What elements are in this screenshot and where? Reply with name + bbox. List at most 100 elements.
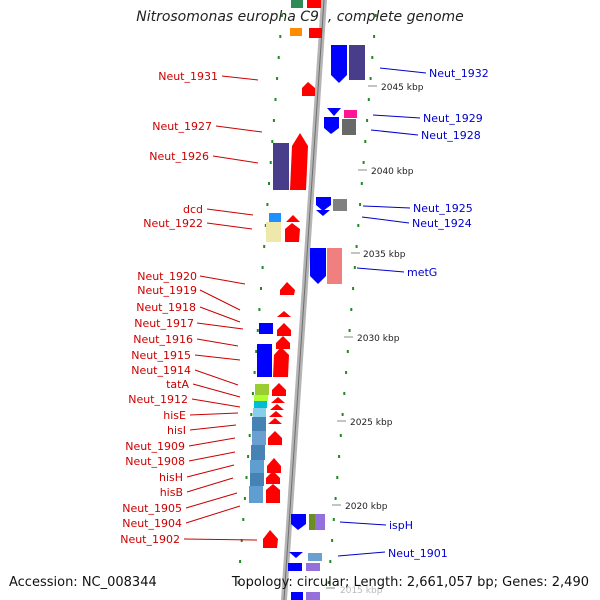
gene-neut-1915 [257, 344, 272, 377]
tick-mark [362, 161, 365, 164]
gene-neut-1902 [263, 530, 278, 548]
gene-neut-1914 [273, 347, 289, 377]
gene-isph [291, 514, 306, 530]
gene-label: Neut_1908 [125, 455, 185, 468]
tick-mark [260, 287, 262, 290]
gene-metg [310, 248, 326, 284]
gene-hisi [252, 417, 266, 431]
gene-label: hisE [163, 409, 186, 422]
gene-neut-1922 [266, 222, 281, 242]
gene-label: Neut_1932 [429, 67, 489, 80]
gene-neut-1920 [280, 282, 295, 295]
tick-mark [255, 350, 258, 353]
gene-neut-1912 [254, 395, 268, 401]
tick-mark [331, 539, 334, 542]
gene-neut-1924 [316, 210, 330, 216]
tick-mark [346, 350, 349, 353]
tick-mark [240, 539, 243, 542]
gene-label: Neut_1915 [131, 349, 191, 362]
gene-tata [255, 384, 269, 395]
left-labels: Neut_1931 Neut_1927 Neut_1926 dcd Neut_1… [120, 70, 263, 546]
gene-label: Neut_1904 [122, 517, 182, 530]
tick-mark [256, 329, 259, 332]
right-labels: Neut_1932 Neut_1929 Neut_1928 Neut_1925 … [337, 67, 489, 560]
scale-mark: 2020 kbp [345, 502, 388, 512]
gene-neut-1927 [290, 133, 308, 190]
gene-neut-1908 [250, 460, 264, 473]
gene-label: metG [407, 266, 437, 279]
tick-mark [371, 56, 374, 59]
tick-mark [247, 455, 250, 458]
gene-label: hisH [159, 471, 183, 484]
tick-mark [355, 245, 358, 248]
tick-mark [373, 35, 376, 38]
tick-mark [339, 434, 342, 437]
genome-backbone [281, 0, 327, 600]
gene-label: Neut_1901 [388, 547, 448, 560]
tick-mark [327, 581, 330, 584]
gene-label: Neut_1914 [131, 364, 191, 377]
tick-mark [253, 371, 256, 374]
reverse-strand-genes [288, 45, 365, 571]
tick-mark [348, 329, 351, 332]
tick-mark [237, 581, 240, 584]
gene-neut-1925 [316, 197, 331, 211]
tick-mark [242, 518, 245, 521]
gene-neut-1932 [331, 45, 347, 83]
tick-mark [251, 392, 254, 395]
gene-neut-1909 [251, 445, 265, 460]
gene-neut-1931 [302, 82, 315, 96]
scale-mark: 2045 kbp [381, 83, 424, 93]
tick-mark [338, 455, 341, 458]
gene-label: Neut_1922 [143, 217, 203, 230]
tick-mark [357, 224, 360, 227]
gene-label: Neut_1924 [412, 217, 472, 230]
tick-rings [237, 14, 377, 584]
tick-mark [280, 14, 283, 17]
forward-strand-genes [249, 0, 322, 600]
gene-label: Neut_1926 [149, 150, 209, 163]
tick-mark [369, 77, 372, 80]
gene-label: dcd [183, 203, 203, 216]
tick-mark [336, 476, 339, 479]
tick-mark [374, 14, 377, 17]
tick-mark [271, 140, 274, 143]
gene-label: Neut_1918 [136, 301, 196, 314]
tick-mark [276, 77, 279, 80]
gene-label: Neut_1931 [158, 70, 218, 83]
gene-neut-1928 [324, 117, 339, 134]
scale-marks: 2045 kbp 2040 kbp 2035 kbp 2030 kbp 2025… [326, 83, 424, 596]
tick-mark [366, 119, 369, 122]
tick-mark [272, 119, 275, 122]
gene-label: Neut_1905 [122, 502, 182, 515]
gene-label: Neut_1927 [152, 120, 212, 133]
scale-mark: 2035 kbp [363, 250, 406, 260]
gene-label: Neut_1925 [413, 202, 473, 215]
gene-label: Neut_1902 [120, 533, 180, 546]
tick-mark [250, 413, 253, 416]
scale-mark: 2025 kbp [350, 418, 393, 428]
gene-label: Neut_1928 [421, 129, 481, 142]
gene-label: Neut_1916 [133, 333, 193, 346]
tick-mark [332, 518, 335, 521]
tick-mark [245, 476, 248, 479]
gene-hisb [249, 486, 263, 503]
genome-summary-text: Topology: circular; Length: 2,661,057 bp… [231, 575, 589, 590]
tick-mark [258, 308, 261, 311]
tick-mark [350, 308, 353, 311]
tick-mark [329, 560, 332, 563]
tick-mark [279, 35, 282, 38]
tick-mark [263, 245, 266, 248]
tick-mark [359, 203, 362, 206]
tick-mark [352, 287, 355, 290]
tick-mark [345, 371, 348, 374]
gene-neut-1929 [327, 108, 341, 116]
map-title: Nitrosomonas europha C91, complete genom… [136, 9, 464, 25]
scale-mark: 2040 kbp [371, 167, 414, 177]
tick-mark [334, 497, 337, 500]
gene-label: Neut_1912 [128, 393, 188, 406]
tick-mark [266, 203, 269, 206]
gene-neut-1926 [273, 143, 289, 190]
gene-label: Neut_1929 [423, 112, 483, 125]
